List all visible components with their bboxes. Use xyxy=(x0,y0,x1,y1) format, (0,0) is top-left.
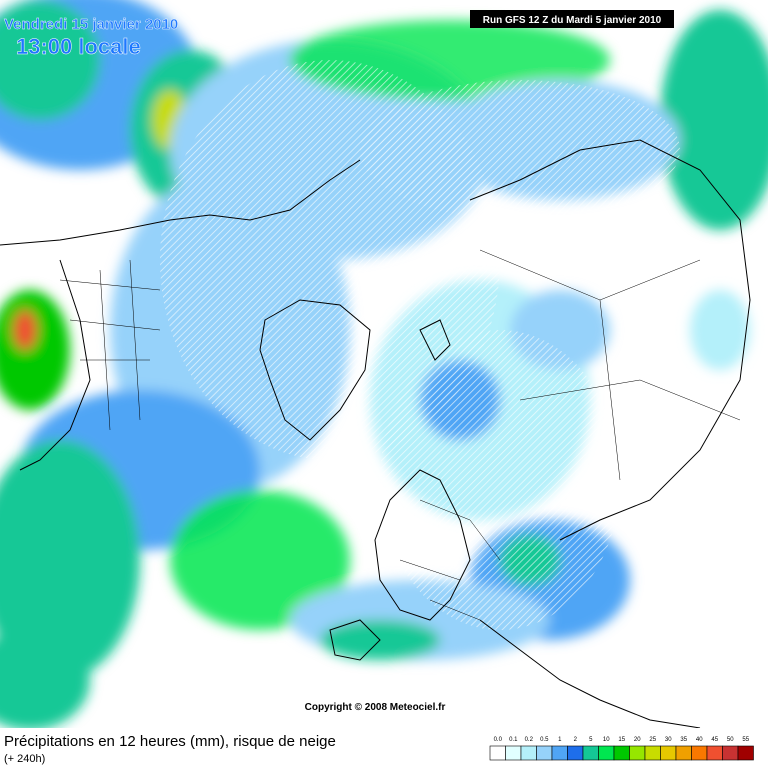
legend-swatch xyxy=(536,745,553,761)
legend-swatch xyxy=(551,745,568,761)
legend-label: 50 xyxy=(727,737,734,743)
legend-swatch xyxy=(598,745,615,761)
copyright: Copyright © 2008 Meteociel.fr xyxy=(305,702,446,713)
legend-label: 0.2 xyxy=(525,737,534,743)
legend-swatch xyxy=(505,745,522,761)
legend-label: 1 xyxy=(558,737,562,743)
legend: 0.0 0.1 0.2 0.5 1 2 5 10 15 20 25 30 35 40 45 50 55 xyxy=(489,737,754,761)
legend-swatch xyxy=(489,745,506,761)
legend-label: 10 xyxy=(603,737,610,743)
legend-swatch xyxy=(644,745,661,761)
snow-risk-hatching xyxy=(160,60,680,630)
legend-label: 2 xyxy=(574,737,578,743)
legend-label: 0.5 xyxy=(540,737,549,743)
legend-label: 5 xyxy=(589,737,593,743)
footer-title: Précipitations en 12 heures (mm), risque… xyxy=(4,733,336,750)
legend-swatch xyxy=(582,745,599,761)
legend-label: 40 xyxy=(696,737,703,743)
legend-swatch xyxy=(722,745,739,761)
run-box xyxy=(470,10,674,28)
legend-swatch xyxy=(660,745,677,761)
legend-label: 30 xyxy=(665,737,672,743)
legend-label: 20 xyxy=(634,737,641,743)
legend-label: 15 xyxy=(618,737,625,743)
legend-swatch xyxy=(706,745,723,761)
legend-swatch xyxy=(691,745,708,761)
legend-swatch xyxy=(629,745,646,761)
footer-lead: (+ 240h) xyxy=(4,753,45,765)
legend-label: 45 xyxy=(711,737,718,743)
borders xyxy=(59,249,741,621)
legend-label: 25 xyxy=(649,737,656,743)
date: Vendredi 15 janvier 2010 xyxy=(4,16,178,33)
legend-label: 0.0 xyxy=(494,737,503,743)
legend-label: 0.1 xyxy=(509,737,518,743)
legend-swatch xyxy=(520,745,537,761)
legend-label: 35 xyxy=(680,737,687,743)
legend-swatch xyxy=(567,745,584,761)
run-info: Run GFS 12 Z du Mardi 5 janvier 2010 xyxy=(483,15,662,26)
legend-label: 55 xyxy=(742,737,749,743)
legend-swatch xyxy=(675,745,692,761)
time: 13:00 locale xyxy=(16,34,141,59)
legend-swatch xyxy=(737,745,754,761)
coastlines xyxy=(0,139,751,729)
legend-swatch xyxy=(613,745,630,761)
